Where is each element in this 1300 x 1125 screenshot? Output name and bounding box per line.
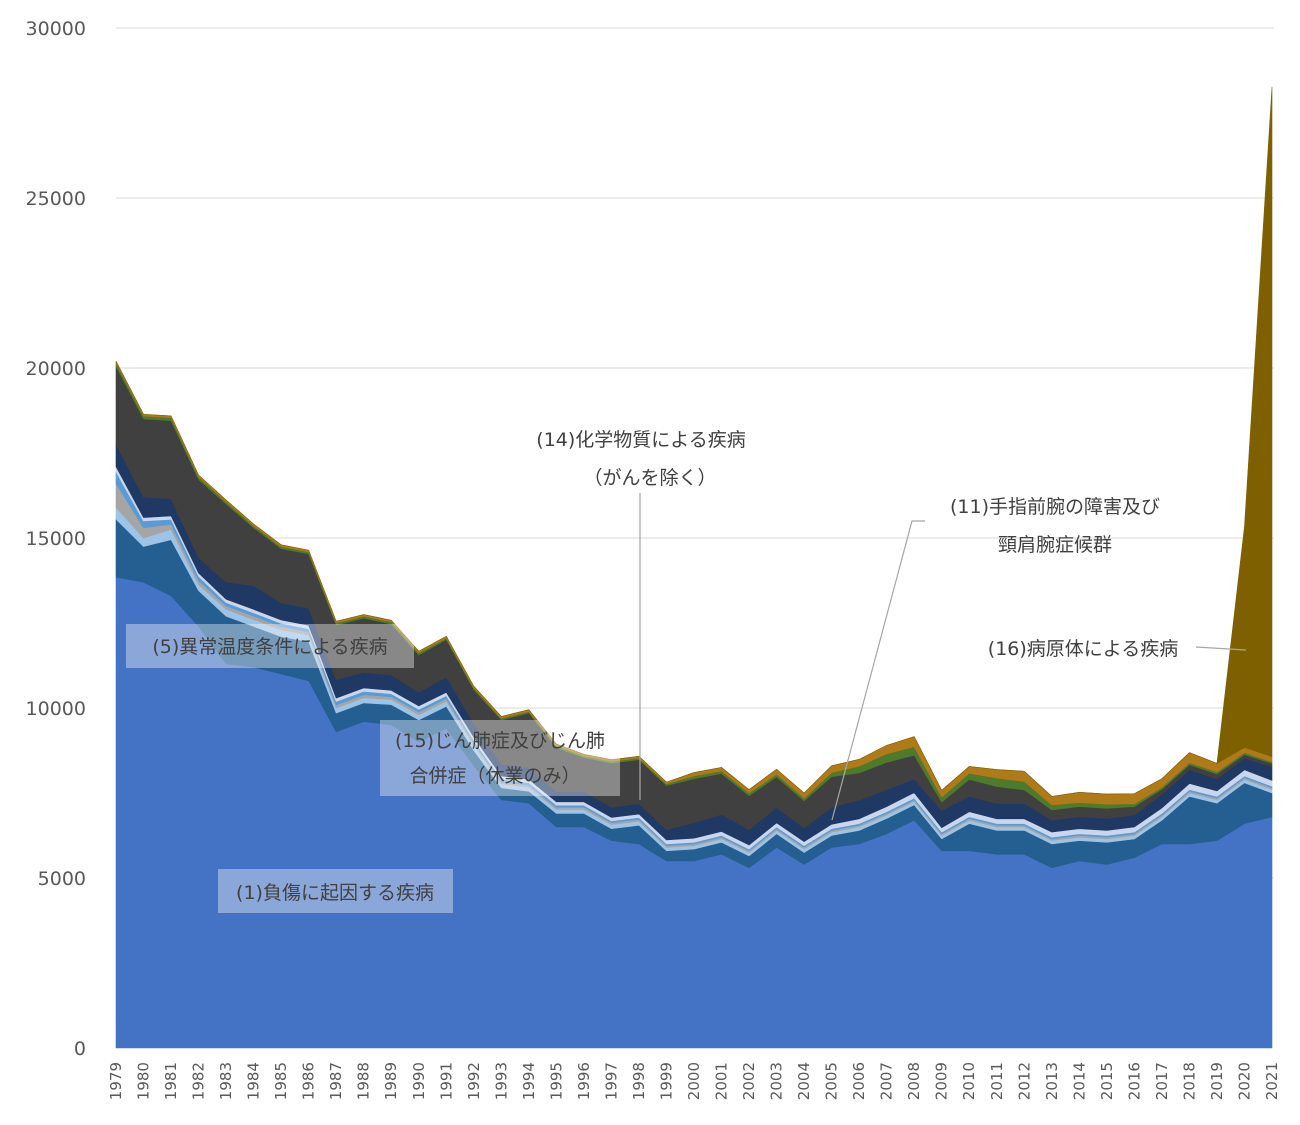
x-tick-label: 2007 xyxy=(878,1062,896,1100)
x-tick-label: 2021 xyxy=(1263,1062,1281,1100)
series-area-11 xyxy=(115,86,1273,797)
annotation-text-line2: 合併症（休業のみ） xyxy=(409,765,580,787)
annotation-temperature: (5)異常温度条件による疾病 xyxy=(126,624,414,668)
x-tick-label: 2003 xyxy=(768,1062,786,1100)
x-tick-label: 2004 xyxy=(795,1062,813,1100)
annotation-text-line1: (14)化学物質による疾病 xyxy=(536,429,745,451)
x-tick-label: 2010 xyxy=(960,1062,978,1100)
x-tick-label: 1979 xyxy=(107,1062,125,1100)
y-tick-label: 25000 xyxy=(26,188,86,210)
y-tick-label: 0 xyxy=(74,1038,86,1060)
x-axis: 1979 1980 1981 1982 1983 1984 1985 1986 1987 1988… xyxy=(107,1062,1281,1100)
x-tick-label: 1981 xyxy=(162,1062,180,1100)
annotation-injury: (1)負傷に起因する疾病 xyxy=(218,869,453,913)
x-tick-label: 2006 xyxy=(850,1062,868,1100)
x-tick-label: 1988 xyxy=(355,1062,373,1100)
x-tick-label: 1987 xyxy=(327,1062,345,1100)
annotation-text: (5)異常温度条件による疾病 xyxy=(152,636,387,658)
annotation-box xyxy=(126,624,414,668)
annotation-box xyxy=(380,720,620,796)
x-tick-label: 1980 xyxy=(135,1062,153,1100)
x-tick-label: 2005 xyxy=(823,1062,841,1100)
x-tick-label: 1989 xyxy=(382,1062,400,1100)
x-tick-label: 2020 xyxy=(1235,1062,1253,1100)
x-tick-label: 1985 xyxy=(272,1062,290,1100)
x-tick-label: 1995 xyxy=(547,1062,565,1100)
annotation-leaders xyxy=(639,493,1247,821)
annotation-text: (16)病原体による疾病 xyxy=(988,638,1178,660)
leader-pathogen xyxy=(1195,646,1247,651)
annotation-hand-arm: (11)手指前腕の障害及び 頸肩腕症候群 xyxy=(950,496,1160,556)
x-tick-label: 2002 xyxy=(740,1062,758,1100)
x-tick-label: 2001 xyxy=(713,1062,731,1100)
annotation-text-line1: (11)手指前腕の障害及び xyxy=(950,496,1160,518)
x-tick-label: 1999 xyxy=(657,1062,675,1100)
x-tick-label: 1996 xyxy=(575,1062,593,1100)
y-tick-label: 10000 xyxy=(26,698,86,720)
x-tick-label: 2018 xyxy=(1180,1062,1198,1100)
y-axis: 0 5000 10000 15000 20000 25000 30000 xyxy=(26,18,86,1060)
x-tick-label: 1993 xyxy=(492,1062,510,1100)
x-tick-label: 2011 xyxy=(988,1062,1006,1100)
annotation-pneumoconiosis: (15)じん肺症及びじん肺 合併症（休業のみ） xyxy=(380,720,620,796)
y-tick-label: 5000 xyxy=(38,868,86,890)
y-tick-label: 20000 xyxy=(26,358,86,380)
x-tick-label: 1992 xyxy=(465,1062,483,1100)
x-tick-label: 2008 xyxy=(905,1062,923,1100)
annotation-text-line1: (15)じん肺症及びじん肺 xyxy=(395,730,605,752)
x-tick-label: 2016 xyxy=(1125,1062,1143,1100)
x-tick-label: 1984 xyxy=(245,1062,263,1100)
x-tick-label: 2019 xyxy=(1208,1062,1226,1100)
x-tick-label: 2017 xyxy=(1153,1062,1171,1100)
annotation-pathogen: (16)病原体による疾病 xyxy=(988,638,1178,660)
annotation-text-line2: 頸肩腕症候群 xyxy=(998,534,1112,556)
x-tick-label: 2009 xyxy=(933,1062,951,1100)
x-tick-label: 1991 xyxy=(437,1062,455,1100)
x-tick-label: 1997 xyxy=(602,1062,620,1100)
annotation-box xyxy=(218,869,453,913)
x-tick-label: 2015 xyxy=(1098,1062,1116,1100)
y-tick-label: 30000 xyxy=(26,18,86,40)
x-tick-label: 1998 xyxy=(630,1062,648,1100)
x-tick-label: 1990 xyxy=(410,1062,428,1100)
annotation-text: (1)負傷に起因する疾病 xyxy=(236,882,434,904)
x-tick-label: 2012 xyxy=(1015,1062,1033,1100)
x-tick-label: 2013 xyxy=(1043,1062,1061,1100)
y-tick-label: 15000 xyxy=(26,528,86,550)
series-areas xyxy=(115,86,1273,1049)
annotation-text-line2: （がんを除く） xyxy=(583,467,716,489)
x-tick-label: 2000 xyxy=(685,1062,703,1100)
annotation-chemical: (14)化学物質による疾病 （がんを除く） xyxy=(536,429,745,489)
x-tick-label: 1983 xyxy=(217,1062,235,1100)
x-tick-label: 1982 xyxy=(190,1062,208,1100)
x-tick-label: 1986 xyxy=(300,1062,318,1100)
x-tick-label: 2014 xyxy=(1070,1062,1088,1100)
leader-hand-arm xyxy=(831,520,925,821)
x-tick-label: 1994 xyxy=(520,1062,538,1100)
